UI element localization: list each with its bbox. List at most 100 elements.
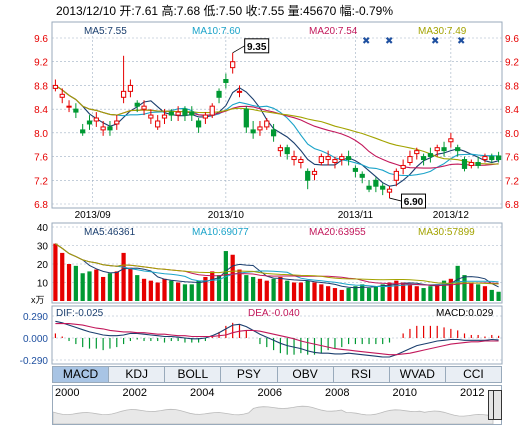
tab-macd[interactable]: MACD [53, 367, 110, 382]
candle-up [311, 170, 318, 175]
price-y-tick-label: 7.6 [505, 153, 519, 164]
event-marker-icon[interactable]: ✖ [457, 36, 465, 47]
high-label: 高: [161, 4, 177, 18]
dea-legend: DEA:-0.040 [248, 308, 300, 319]
macd-lines [55, 320, 499, 358]
macd-y-tick-label: -0.290 [20, 356, 49, 367]
history-timeline[interactable]: 2000 2002 2004 2006 2008 2010 2012 [52, 385, 502, 425]
volume-bar-down [182, 284, 188, 301]
volume-bar-up [114, 271, 119, 301]
timeline-right-handle[interactable] [493, 390, 502, 420]
volume-ma30-legend: MA30:57899 [418, 227, 475, 238]
volume-bar-down [196, 280, 201, 301]
candle-down [420, 156, 427, 161]
volume-bar-down [462, 275, 467, 301]
candle-up [175, 111, 181, 116]
volume-bar-down [441, 280, 447, 301]
volume-bar-down [244, 275, 249, 301]
macd-legend: MACD:0.029 [436, 308, 494, 319]
volume-bar-up [482, 286, 488, 301]
candle-up [339, 156, 345, 161]
high-value: 7.68 [176, 4, 201, 18]
tab-boll[interactable]: BOLL [165, 367, 222, 382]
tab-psy[interactable]: PSY [221, 367, 278, 382]
price-ma10-legend: MA10:7.60 [192, 26, 241, 37]
tab-obv[interactable]: OBV [278, 367, 334, 382]
candle-up [148, 114, 154, 119]
candle-up [434, 147, 440, 152]
price-y-tick-label: 8.0 [34, 129, 48, 140]
volume-bar-up [312, 282, 317, 301]
price-x-axis: 2013/09 2013/10 2013/11 2013/12 [75, 210, 470, 221]
candle-up [202, 114, 209, 119]
timeline-year-label: 2006 [257, 387, 282, 399]
low-label: 低: [203, 4, 219, 18]
price-y-tick-label: 9.6 [34, 34, 48, 45]
volume-panel-frame [51, 222, 503, 304]
volume-y-tick-label: 20 [37, 260, 49, 271]
event-marker-icon[interactable]: ✖ [385, 36, 393, 47]
candle-down [359, 173, 365, 178]
dif-line [55, 320, 499, 358]
volume-bar-down [271, 278, 276, 301]
high-price-label: 9.35 [247, 42, 267, 53]
candle-down [345, 156, 352, 161]
macd-grid [52, 315, 502, 361]
volume-bar-up [237, 269, 242, 301]
candle-up [52, 84, 59, 89]
event-marker-icon[interactable]: ✖ [431, 36, 439, 47]
candle-up [414, 150, 420, 155]
volume-bar-up [101, 276, 106, 301]
volume-y-tick-label: 10 [37, 279, 49, 290]
candle-up [236, 90, 243, 93]
volume-bar-up [332, 288, 338, 301]
price-y-tick-label: 6.8 [34, 200, 48, 211]
volume-bar-up [203, 276, 208, 301]
volume-bar-up [60, 252, 65, 301]
candle-down [270, 129, 277, 137]
annotation-box [401, 193, 426, 209]
candle-down [73, 108, 79, 113]
price-moving-averages [55, 84, 499, 187]
price-annotations: 9.35 6.90 [232, 38, 426, 209]
price-y-tick-label: 7.6 [34, 153, 48, 164]
tab-cci[interactable]: CCI [463, 367, 484, 381]
candle-down [80, 129, 86, 134]
candle-up [114, 120, 120, 125]
volume-bar-up [264, 280, 269, 301]
candle-up [468, 162, 474, 166]
volume-bar-down [87, 271, 92, 301]
timeline-year-label: 2012 [460, 387, 485, 399]
price-x-tick-label: 2013/10 [208, 210, 245, 221]
price-y-tick-label: 9.2 [505, 58, 519, 69]
candle-down [441, 147, 447, 152]
candle-down [495, 155, 502, 161]
candle-down [380, 185, 386, 190]
price-ma20-legend: MA20:7.54 [309, 26, 358, 37]
candle-down [243, 108, 249, 128]
volume-ma5-legend: MA5:46361 [84, 227, 136, 238]
price-candles [52, 52, 502, 199]
low-price-label: 6.90 [404, 197, 424, 208]
macd-y-axis: 0.290 0.000 -0.290 [20, 312, 49, 367]
timeline-year-label: 2002 [122, 387, 147, 399]
candle-down [189, 111, 195, 116]
volume-y-tick-label: 40 [37, 223, 49, 234]
price-y-axis-left: 6.8 7.2 7.6 8.0 8.4 8.8 9.2 9.6 [34, 34, 48, 211]
candle-down [223, 79, 229, 83]
low-value: 7.50 [218, 4, 243, 18]
event-marker-icon[interactable]: ✖ [362, 36, 370, 47]
candle-up [318, 156, 324, 163]
candle-up [230, 61, 236, 69]
volume-bar-down [380, 284, 385, 301]
tab-rsi[interactable]: RSI [334, 367, 390, 382]
tab-wvad[interactable]: WVAD [390, 367, 446, 382]
price-ma5-legend: MA5:7.55 [84, 26, 127, 37]
volume-bar-down [476, 284, 481, 301]
tab-kdj[interactable]: KDJ [109, 367, 166, 382]
candle-up [155, 120, 161, 128]
price-y-tick-label: 9.2 [34, 58, 48, 69]
volume-unit: x万 [31, 295, 45, 305]
ma30-line [55, 84, 499, 165]
candle-down [352, 167, 359, 172]
